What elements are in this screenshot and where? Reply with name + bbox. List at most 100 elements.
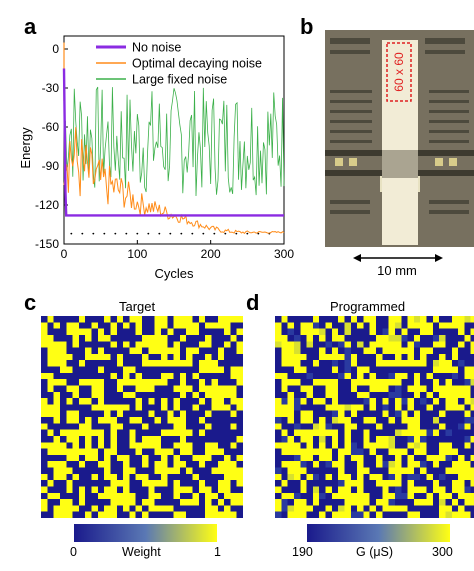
heatmap-cell (451, 461, 459, 468)
heatmap-cell (123, 423, 130, 430)
heatmap-cell (97, 316, 105, 323)
heatmap-cell (224, 480, 231, 487)
heatmap-cell (110, 328, 117, 335)
heatmap-cell (186, 461, 193, 468)
heatmap-cell (123, 480, 130, 487)
heatmap-cell (135, 461, 142, 468)
heatmap-cell (160, 473, 168, 481)
heatmap-cell (47, 341, 54, 348)
heatmap-cell (91, 417, 98, 424)
heatmap-cell (458, 435, 465, 443)
heatmap-cell (91, 454, 98, 462)
heatmap-cell (53, 385, 60, 392)
heatmap-cell (97, 391, 105, 399)
heatmap-cell (97, 322, 105, 329)
heatmap-cell (142, 448, 149, 455)
heatmap-cell (470, 454, 474, 462)
heatmap-cell (344, 492, 351, 500)
heatmap-cell (281, 372, 288, 380)
heatmap-cell (104, 404, 111, 411)
heatmap-cell (363, 454, 370, 462)
heatmap-cell (312, 454, 320, 462)
heatmap-cell (363, 511, 370, 518)
heatmap-cell (464, 417, 471, 424)
heatmap-cell (66, 499, 73, 506)
heatmap-cell (350, 322, 358, 329)
heatmap-cell (205, 454, 212, 462)
heatmap-cell (350, 398, 358, 405)
heatmap-cell (110, 379, 117, 386)
heatmap-cell (78, 448, 86, 455)
heatmap-cell (59, 461, 67, 468)
heatmap-cell (123, 410, 130, 417)
heatmap-cell (123, 511, 130, 518)
heatmap-cell (445, 341, 452, 348)
heatmap-cell (85, 511, 92, 518)
heatmap-cell (300, 353, 307, 361)
heatmap-cell (439, 372, 446, 380)
heatmap-cell (470, 480, 474, 487)
heatmap-cell (91, 398, 98, 405)
heatmap-cell (179, 461, 187, 468)
heatmap-cell (236, 372, 243, 380)
heatmap-cell (350, 372, 358, 380)
heatmap-cell (192, 442, 199, 449)
heatmap-cell (116, 461, 124, 468)
heatmap-cell (445, 511, 452, 518)
heatmap-cell (91, 473, 98, 481)
heatmap-cell (319, 385, 326, 392)
heatmap-cell (325, 328, 332, 335)
heatmap-cell (293, 454, 301, 462)
heatmap-cell (331, 328, 339, 335)
heatmap-cell (211, 322, 218, 329)
heatmap-cell (281, 480, 288, 487)
heatmap-cell (47, 473, 54, 481)
heatmap-cell (344, 341, 351, 348)
heatmap-cell (116, 398, 124, 405)
heatmap-cell (312, 505, 320, 512)
heatmap-cell (439, 486, 446, 493)
heatmap-cell (376, 461, 383, 468)
heatmap-cell (123, 347, 130, 354)
heatmap-cell (306, 385, 313, 392)
heatmap-cell (312, 410, 320, 417)
heatmap-cell (464, 360, 471, 367)
heatmap-cell (331, 379, 339, 386)
heatmap-cell (135, 322, 142, 329)
heatmap-cell (217, 404, 225, 411)
heatmap-cell (224, 454, 231, 462)
heatmap-cell (142, 404, 149, 411)
heatmap-cell (293, 511, 301, 518)
heatmap-cell (59, 404, 67, 411)
heatmap-cell (154, 511, 161, 518)
heatmap-cell (338, 372, 345, 380)
heatmap-cell (464, 341, 471, 348)
heatmap-cell (451, 366, 459, 373)
heatmap-cell (344, 417, 351, 424)
heatmap-cell (369, 328, 376, 335)
heatmap-cell (97, 473, 105, 481)
heatmap-cell (72, 454, 79, 462)
heatmap-cell (413, 347, 421, 354)
heatmap-cell (104, 486, 111, 493)
heatmap-cell (47, 334, 54, 342)
heatmap-cell (376, 366, 383, 373)
heatmap-cell (445, 366, 452, 373)
heatmap-cell (179, 492, 187, 500)
heatmap-cell (142, 442, 149, 449)
heatmap-cell (85, 316, 92, 323)
colorbar-weight-max: 1 (214, 545, 221, 559)
heatmap-cell (325, 322, 332, 329)
heatmap-cell (401, 467, 408, 474)
heatmap-cell (325, 511, 332, 518)
heatmap-cell (78, 372, 86, 380)
heatmap-cell (445, 417, 452, 424)
heatmap-cell (148, 511, 155, 518)
heatmap-cell (426, 467, 433, 474)
heatmap-cell (306, 461, 313, 468)
heatmap-cell (217, 486, 225, 493)
heatmap-cell (59, 328, 67, 335)
heatmap-cell (420, 391, 427, 399)
heatmap-cell (325, 372, 332, 380)
heatmap-cell (458, 385, 465, 392)
